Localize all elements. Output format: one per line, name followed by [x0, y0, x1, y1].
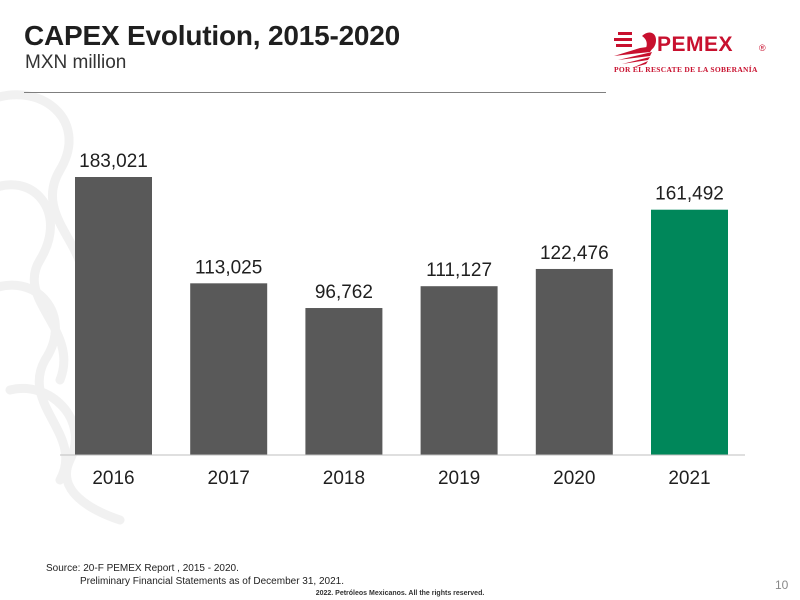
data-label-2019: 111,127	[426, 260, 492, 281]
x-tick-2017: 2017	[208, 468, 250, 489]
x-tick-2016: 2016	[92, 468, 134, 489]
registered-mark: ®	[759, 43, 766, 53]
data-label-2020: 122,476	[540, 243, 609, 264]
bar-2017	[190, 283, 268, 455]
page-title: CAPEX Evolution, 2015-2020	[24, 20, 401, 51]
copyright-notice: 2022. Petróleos Mexicanos. All the right…	[315, 590, 485, 597]
logo-tagline: POR EL RESCATE DE LA SOBERANÍA	[614, 65, 758, 74]
bar-2021	[651, 209, 728, 455]
page-subtitle: MXN million	[25, 52, 127, 73]
source-note: Source: 20-F PEMEX Report , 2015 - 2020.…	[46, 562, 344, 588]
source-line-1: Source: 20-F PEMEX Report , 2015 - 2020.	[46, 563, 239, 574]
source-line-2: Preliminary Financial Statements as of D…	[80, 576, 345, 587]
x-tick-2019: 2019	[438, 468, 480, 489]
page-number: 10	[775, 578, 789, 592]
x-tick-2018: 2018	[323, 468, 365, 489]
bar-2018	[305, 308, 383, 455]
bar-2016	[75, 177, 152, 455]
data-label-2016: 183,021	[79, 151, 148, 172]
data-label-2021: 161,492	[655, 184, 724, 205]
data-label-2017: 113,025	[195, 257, 262, 278]
x-tick-2020: 2020	[553, 468, 595, 489]
data-label-2018: 96,762	[315, 282, 373, 303]
x-tick-2021: 2021	[668, 468, 710, 489]
bar-2020	[535, 268, 613, 455]
pemex-eagle-logo-icon	[614, 32, 656, 68]
pemex-wordmark: PEMEX	[657, 33, 734, 56]
bar-2019	[420, 286, 498, 455]
title-divider	[24, 92, 606, 93]
